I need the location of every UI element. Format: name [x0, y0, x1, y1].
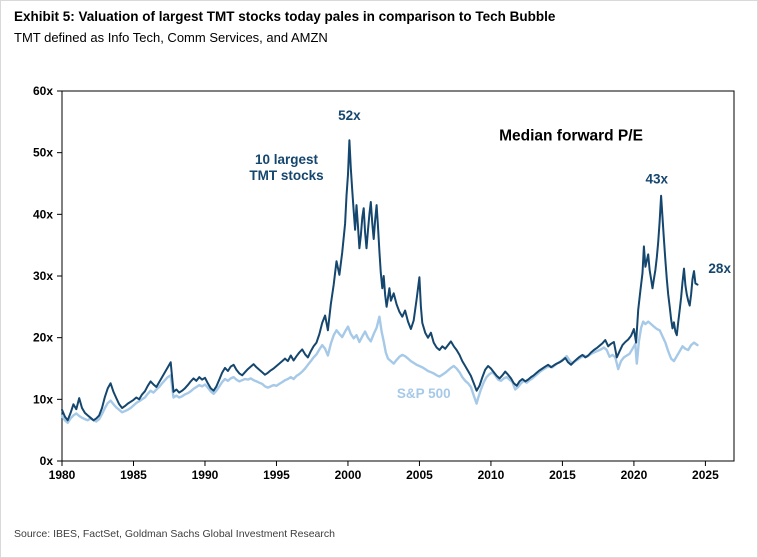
x-axis-tick-label: 2015: [549, 468, 576, 482]
source-note: Source: IBES, FactSet, Goldman Sachs Glo…: [14, 528, 335, 540]
exhibit-subtitle: TMT defined as Info Tech, Comm Services,…: [14, 30, 328, 45]
x-axis-tick-label: 1995: [263, 468, 290, 482]
annotation-52x: 52x: [338, 108, 361, 123]
x-axis-tick-label: 1980: [49, 468, 76, 482]
y-axis-tick-label: 10x: [33, 392, 53, 406]
annotation-43x: 43x: [646, 172, 669, 187]
sp500-line: [60, 315, 699, 424]
y-axis-tick-label: 50x: [33, 146, 53, 160]
y-axis-tick-label: 20x: [33, 331, 53, 345]
x-axis-tick-label: 1990: [192, 468, 219, 482]
label-sp500-series: S&P 500: [397, 386, 451, 401]
y-axis-tick-label: 40x: [33, 207, 53, 221]
y-axis-tick-label: 0x: [40, 454, 54, 468]
x-axis-tick-label: 2010: [478, 468, 505, 482]
x-axis-tick-label: 2005: [406, 468, 433, 482]
y-axis-tick-label: 30x: [33, 269, 53, 283]
x-axis-tick-label: 2020: [621, 468, 648, 482]
x-axis-tick-label: 2025: [692, 468, 719, 482]
label-tmt-series: 10 largest TMT stocks: [249, 152, 323, 183]
tmt-line: [61, 139, 699, 422]
x-axis-tick-label: 1985: [120, 468, 147, 482]
median-forward-pe-chart: 1980 1985 1990 1995 2000 2005 2010 2015 2020 2025…: [33, 84, 735, 482]
label-median-forward-pe: Median forward P/E: [499, 127, 643, 144]
y-axis-tick-label: 60x: [33, 84, 53, 98]
annotation-28x: 28x: [708, 261, 731, 276]
x-axis-tick-label: 2000: [335, 468, 362, 482]
exhibit-title: Exhibit 5: Valuation of largest TMT stoc…: [14, 9, 556, 24]
plot-frame: [61, 90, 735, 462]
